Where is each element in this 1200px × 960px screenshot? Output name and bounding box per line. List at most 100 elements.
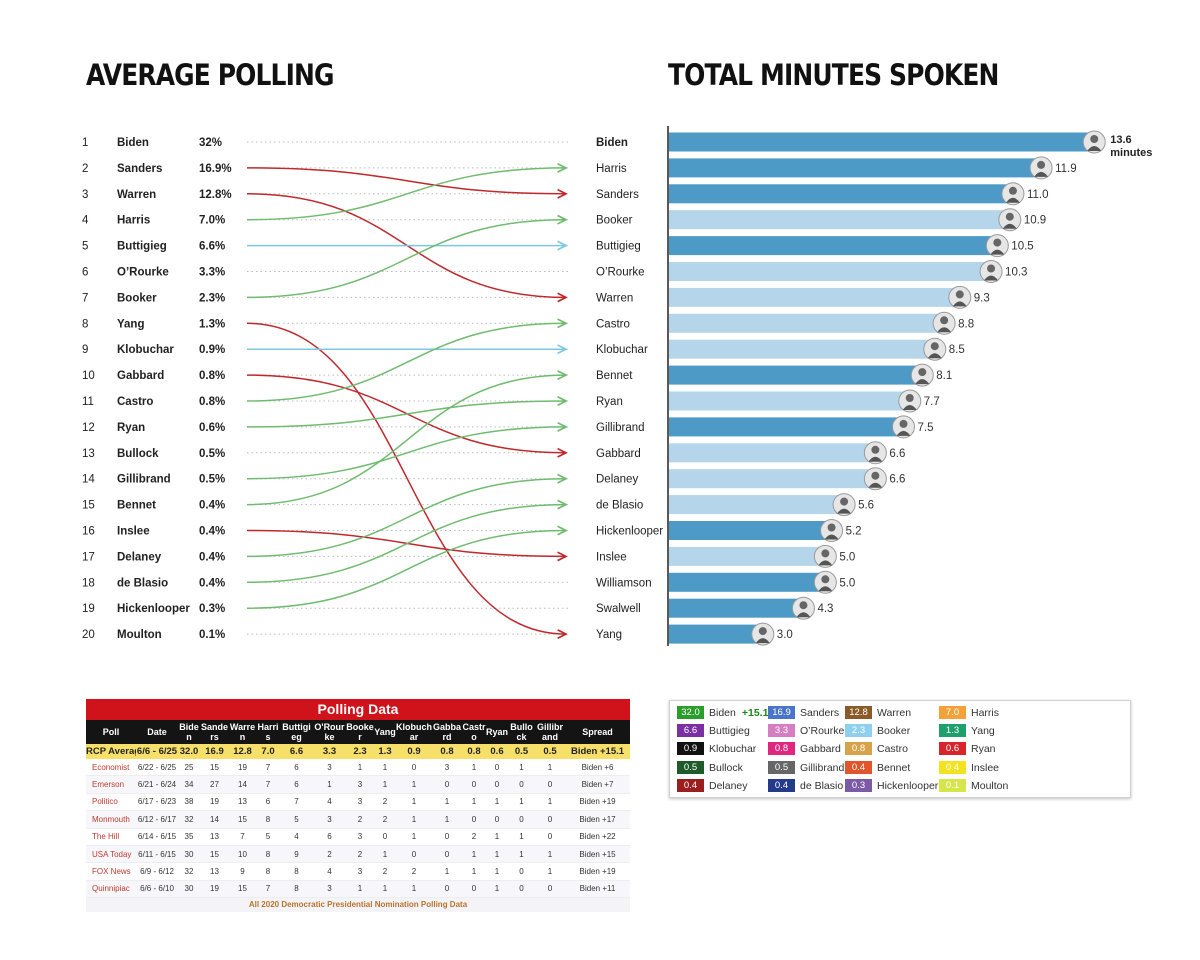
minutes-value-label: 5.0 <box>839 577 855 589</box>
legend-value-badge: 0.4 <box>939 760 966 774</box>
poll-percent: 0.4% <box>199 577 225 589</box>
avatar-head <box>758 627 767 636</box>
table-cell: 1 <box>508 828 535 846</box>
table-cell: 9 <box>280 845 313 864</box>
table-cell: 1 <box>432 793 462 812</box>
table-cell: 2 <box>313 845 346 864</box>
legend-item: 0.9 Klobuchar <box>677 742 756 756</box>
poll-candidate-name: Ryan <box>117 422 145 434</box>
minutes-value-label: 8.5 <box>949 344 965 356</box>
minutes-candidate-name: Castro <box>596 318 630 330</box>
table-cell: 1 <box>396 828 432 846</box>
minutes-candidate-name: Hickenlooper <box>596 526 663 538</box>
pollster-link[interactable]: Emerson <box>86 775 136 794</box>
poll-rank: 15 <box>82 500 95 512</box>
average-cell: 1.3 <box>374 744 396 759</box>
table-cell: 0 <box>535 775 565 794</box>
table-cell: 7 <box>229 828 256 846</box>
poll-rank: 16 <box>82 526 95 538</box>
avatar-head <box>905 394 914 402</box>
polling-column-header: Date <box>136 720 178 744</box>
table-cell: 1 <box>374 880 396 899</box>
table-cell: 27 <box>200 775 229 794</box>
legend-value-badge: 0.4 <box>768 778 795 792</box>
polling-table-header: Poll Date Biden Sanders Warren Harris Buttigie… <box>86 720 630 744</box>
table-cell: Biden +6 <box>565 759 630 777</box>
table-cell: 1 <box>396 880 432 899</box>
minutes-bar <box>669 495 845 515</box>
avatar-head <box>1008 186 1017 195</box>
table-row: USA Today 6/11 - 6/15 30 15 10 8 9 2 2 1 0 0 1 1 1 1 Bid… <box>86 845 630 864</box>
minutes-value-label: 9.3 <box>974 292 990 304</box>
poll-percent: 1.3% <box>199 318 225 330</box>
legend-value-badge: 16.9 <box>768 706 795 719</box>
polling-column-header: Warren <box>229 720 256 744</box>
minutes-candidate-name: Bennet <box>596 370 633 382</box>
legend-value-badge: 0.8 <box>768 742 795 756</box>
table-cell: 6 <box>280 759 313 777</box>
pollster-link[interactable]: Monmouth <box>86 810 136 829</box>
avatar-shoulders <box>984 275 999 281</box>
table-cell: 0 <box>486 810 508 829</box>
table-cell: 8 <box>256 845 280 864</box>
poll-candidate-name: Inslee <box>117 526 150 538</box>
avatar-shoulders <box>915 379 930 385</box>
table-cell: Biden +11 <box>565 880 630 899</box>
poll-candidate-name: O’Rourke <box>117 267 169 279</box>
legend-candidate-name: Sanders <box>800 707 840 719</box>
minutes-bar <box>669 598 804 618</box>
legend-candidate-name: Inslee <box>971 761 1000 774</box>
minutes-value-label: 5.6 <box>858 500 874 512</box>
poll-percent: 3.3% <box>199 267 225 279</box>
avatar-shoulders <box>896 430 911 436</box>
table-cell: Biden +17 <box>565 810 630 829</box>
table-cell: Biden +15 <box>565 845 630 864</box>
minutes-bar <box>669 546 826 566</box>
pollster-link[interactable]: Politico <box>86 793 136 812</box>
table-cell: 1 <box>462 845 486 864</box>
legend-candidate-name: Biden <box>709 707 736 719</box>
pollster-link[interactable]: USA Today <box>86 845 136 864</box>
polling-table: Poll Date Biden Sanders Warren Harris Buttigie… <box>86 720 630 899</box>
poll-candidate-name: Warren <box>117 189 156 201</box>
table-cell: 0 <box>432 845 462 864</box>
pollster-link[interactable]: Economist <box>86 759 136 777</box>
poll-rank: 12 <box>82 422 95 434</box>
average-cell: 3.3 <box>313 744 346 759</box>
legend-value-badge: 3.3 <box>768 724 795 738</box>
table-cell: Biden +19 <box>565 862 630 881</box>
polling-column-header: O'Rourke <box>313 720 346 744</box>
minutes-candidate-name: Delaney <box>596 474 638 486</box>
legend-item: 0.4 Bennet <box>845 760 910 775</box>
pollster-link[interactable]: The Hill <box>86 828 136 846</box>
minutes-bar <box>669 236 998 256</box>
poll-percent: 6.6% <box>199 241 225 253</box>
table-cell: 30 <box>178 845 200 864</box>
pollster-link[interactable]: FOX News <box>86 862 136 881</box>
legend-value-badge: 32.0 <box>677 706 704 719</box>
rank-change-arrow <box>246 479 566 558</box>
rank-change-arrow <box>246 322 566 634</box>
average-cell: 0.9 <box>396 744 432 759</box>
table-cell: 0 <box>508 862 535 881</box>
minutes-candidate-name: Inslee <box>596 551 627 563</box>
table-cell: 38 <box>178 793 200 812</box>
legend-candidate-name: Delaney <box>709 779 748 792</box>
table-cell: 3 <box>346 793 374 812</box>
pollster-link[interactable]: Quinnipiac <box>86 880 136 899</box>
table-cell: 1 <box>486 845 508 864</box>
avatar-shoulders <box>868 456 883 462</box>
avatar-head <box>821 549 830 558</box>
avatar-head <box>1005 212 1014 221</box>
table-cell: 0 <box>462 775 486 794</box>
poll-percent: 0.4% <box>199 551 225 563</box>
legend-candidate-name: Yang <box>971 725 995 738</box>
average-cell: 0.8 <box>432 744 462 759</box>
table-cell: 7 <box>256 759 280 777</box>
table-cell: 1 <box>374 845 396 864</box>
polling-column-header: Poll <box>86 720 136 744</box>
poll-candidate-name: Yang <box>117 318 144 330</box>
table-cell: 0 <box>508 775 535 794</box>
polling-table-footer-link[interactable]: All 2020 Democratic Presidential Nominat… <box>86 898 630 913</box>
minutes-bar <box>669 365 923 385</box>
